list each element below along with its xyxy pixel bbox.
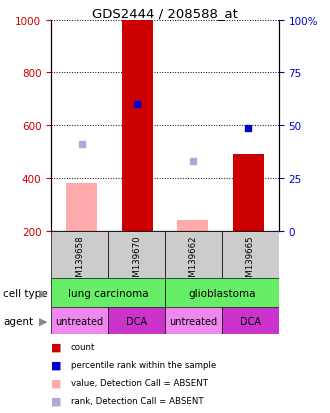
FancyBboxPatch shape xyxy=(222,308,279,335)
FancyBboxPatch shape xyxy=(108,231,165,279)
FancyBboxPatch shape xyxy=(51,231,108,279)
FancyBboxPatch shape xyxy=(51,308,108,335)
Bar xyxy=(233,155,264,231)
Text: ▶: ▶ xyxy=(39,316,48,326)
Bar xyxy=(178,221,208,231)
Bar xyxy=(122,21,152,231)
Text: GSM139658: GSM139658 xyxy=(75,235,84,287)
Text: cell type: cell type xyxy=(3,288,48,298)
Text: percentile rank within the sample: percentile rank within the sample xyxy=(71,360,216,369)
Title: GDS2444 / 208588_at: GDS2444 / 208588_at xyxy=(92,7,238,19)
Text: agent: agent xyxy=(3,316,33,326)
Text: DCA: DCA xyxy=(240,316,261,326)
Text: ▶: ▶ xyxy=(39,288,48,298)
Text: DCA: DCA xyxy=(126,316,147,326)
FancyBboxPatch shape xyxy=(165,279,279,308)
Text: untreated: untreated xyxy=(55,316,104,326)
Text: rank, Detection Call = ABSENT: rank, Detection Call = ABSENT xyxy=(71,396,204,405)
Text: ■: ■ xyxy=(51,342,62,351)
FancyBboxPatch shape xyxy=(222,231,279,279)
Text: ■: ■ xyxy=(51,360,62,370)
FancyBboxPatch shape xyxy=(165,231,222,279)
Text: untreated: untreated xyxy=(169,316,217,326)
Text: count: count xyxy=(71,342,95,351)
Text: ■: ■ xyxy=(51,377,62,388)
FancyBboxPatch shape xyxy=(108,308,165,335)
FancyBboxPatch shape xyxy=(165,308,222,335)
Text: lung carcinoma: lung carcinoma xyxy=(68,288,148,298)
Text: ■: ■ xyxy=(51,396,62,406)
FancyBboxPatch shape xyxy=(51,279,165,308)
Bar xyxy=(66,184,97,231)
Text: value, Detection Call = ABSENT: value, Detection Call = ABSENT xyxy=(71,378,208,387)
Text: GSM139662: GSM139662 xyxy=(189,235,198,287)
Text: glioblastoma: glioblastoma xyxy=(188,288,256,298)
Text: GSM139665: GSM139665 xyxy=(246,235,255,287)
Text: GSM139670: GSM139670 xyxy=(132,235,141,287)
